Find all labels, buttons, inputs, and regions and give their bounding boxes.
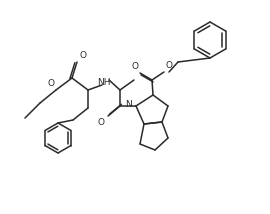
Text: N: N: [125, 100, 132, 108]
Text: O: O: [80, 51, 87, 60]
Text: O: O: [47, 79, 54, 88]
Text: O: O: [166, 61, 173, 70]
Text: NH: NH: [97, 77, 111, 86]
Text: O: O: [98, 118, 105, 127]
Text: O: O: [131, 62, 138, 71]
